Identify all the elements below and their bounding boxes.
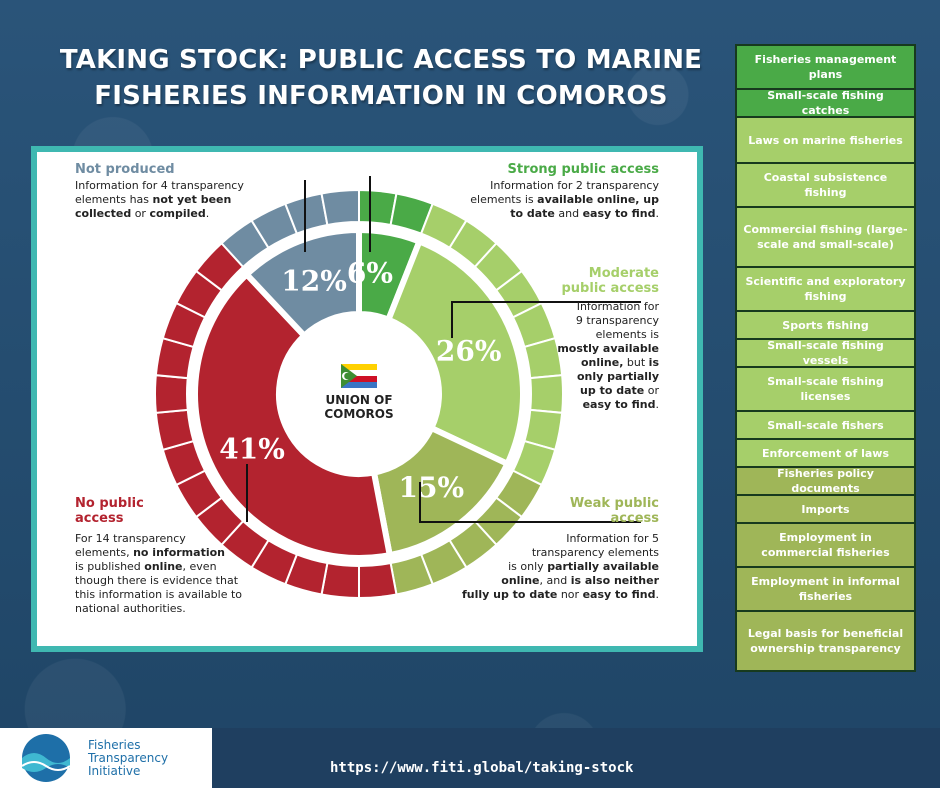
leader-line: [419, 482, 641, 523]
ring-segment: [154, 374, 189, 414]
legend-item: Employment in informal fisheries: [735, 566, 916, 612]
legend-item: Small-scale fishing licenses: [735, 366, 916, 412]
label-none-heading: No public access: [75, 496, 144, 526]
label-not-produced-heading: Not produced: [75, 162, 175, 177]
legend-item: Enforcement of laws: [735, 438, 916, 468]
ring-segment: [358, 561, 398, 600]
legend-item: Sports fishing: [735, 310, 916, 340]
label-strong-heading: Strong public access: [507, 162, 660, 177]
legend-item: Small-scale fishers: [735, 410, 916, 440]
chart-panel: UNION OF COMOROS 6% 26% 15% 41% 12% Not produc…: [31, 146, 703, 652]
value-label: 6%: [347, 256, 393, 289]
center-circle: [283, 318, 435, 470]
value-label: 41%: [219, 432, 285, 465]
legend-item: Small-scale fishing catches: [735, 88, 916, 118]
fiti-wave-icon: [21, 734, 71, 782]
slice-moderate-public-access: [384, 237, 526, 468]
legend-item: Fisheries policy documents: [735, 466, 916, 496]
legend-item: Fisheries management plans: [735, 44, 916, 90]
label-moderate-text: Information for 9 transparency elements …: [557, 300, 659, 411]
title-line-2: FISHERIES INFORMATION IN COMOROS: [94, 81, 668, 111]
page-title: TAKING STOCK: PUBLIC ACCESS TO MARINE FI…: [36, 42, 726, 114]
value-label: 26%: [436, 335, 502, 368]
legend-item: Laws on marine fisheries: [735, 116, 916, 164]
label-weak-text: Information for 5 transparency elements …: [461, 532, 659, 601]
legend-item: Coastal subsistence fishing: [735, 162, 916, 208]
label-none-text: For 14 transparency elements, no informa…: [75, 532, 243, 615]
center-label: COMOROS: [324, 407, 393, 421]
legend-item: Commercial fishing (large-scale and smal…: [735, 206, 916, 268]
label-strong-text: Information for 2 transparency elements …: [470, 179, 659, 220]
logo-text: Fisheries Transparency Initiative: [88, 738, 169, 778]
legend-item: Imports: [735, 494, 916, 524]
ring-segment: [320, 188, 360, 227]
center-label: UNION OF: [325, 393, 392, 407]
legend-item: Small-scale fishing vessels: [735, 338, 916, 368]
legend-item: Scientific and exploratory fishing: [735, 266, 916, 312]
value-label: 15%: [399, 471, 465, 504]
slice-no-public-access: [192, 270, 394, 561]
footer-url[interactable]: https://www.fiti.global/taking-stock: [330, 760, 634, 776]
legend-item: Employment in commercial fisheries: [735, 522, 916, 568]
leader-line: [451, 301, 641, 338]
comoros-flag-icon: [341, 364, 377, 388]
fiti-logo[interactable]: Fisheries Transparency Initiative: [0, 728, 212, 788]
label-moderate-heading: Moderate public access: [561, 266, 660, 296]
slice-not-produced: [242, 226, 362, 340]
legend-item: Legal basis for beneficial ownership tra…: [735, 610, 916, 672]
label-not-produced-text: Information for 4 transparency elements …: [75, 179, 244, 220]
label-weak-heading: Weak public access: [569, 496, 659, 526]
title-line-1: TAKING STOCK: PUBLIC ACCESS TO MARINE: [59, 45, 703, 75]
legend-list: Fisheries management plans Small-scale fi…: [735, 44, 916, 672]
value-label: 12%: [281, 265, 347, 298]
